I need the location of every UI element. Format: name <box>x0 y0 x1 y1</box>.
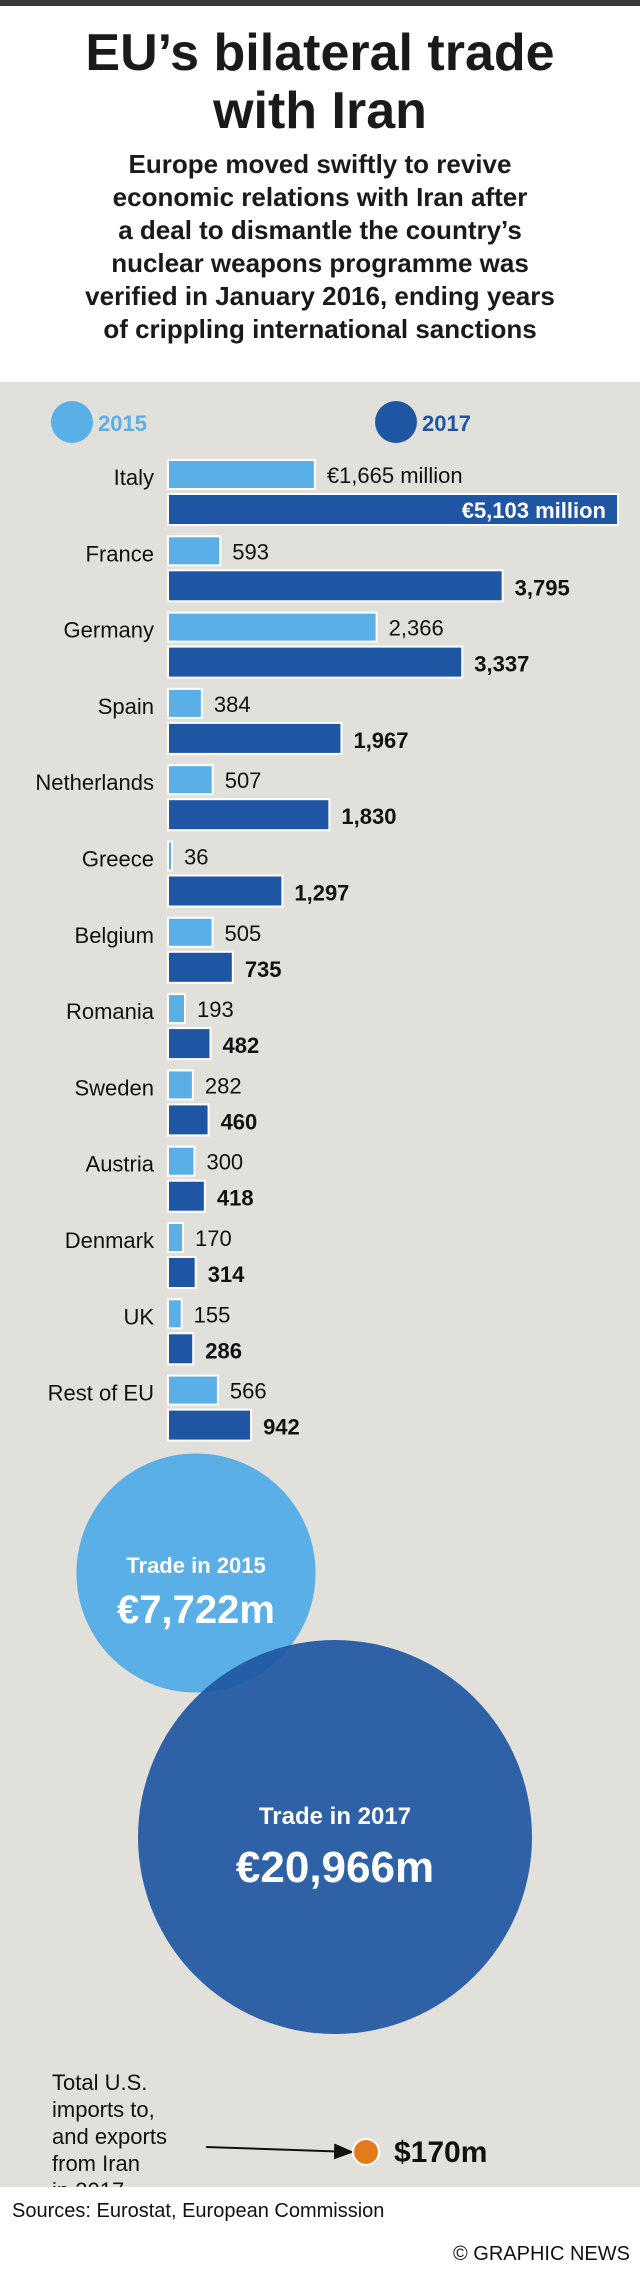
us-note-line: Total U.S. <box>52 2070 147 2095</box>
credit-note: © GRAPHIC NEWS <box>453 2243 630 2265</box>
bar-2015 <box>167 993 187 1025</box>
value-label-2017: 1,830 <box>341 804 396 829</box>
page-title: EU’s bilateral trade with Iran <box>0 24 640 140</box>
us-note-line: from Iran <box>52 2151 140 2176</box>
value-label-2015: 155 <box>194 1302 231 1327</box>
value-label-2017: 1,297 <box>294 881 349 906</box>
value-label-2015: 170 <box>195 1226 232 1251</box>
us-note-line: imports to, <box>52 2097 155 2122</box>
bar-2017 <box>167 721 343 755</box>
bar-2017 <box>167 1408 253 1442</box>
bar-2015 <box>167 687 203 719</box>
bar-2015 <box>167 1145 196 1177</box>
bar-2017 <box>167 645 464 679</box>
category-label: Germany <box>64 618 154 643</box>
top-rule <box>0 0 640 6</box>
bar-2015 <box>167 840 173 872</box>
subtitle-line-4: nuclear weapons programme was <box>111 248 529 278</box>
bar-2017 <box>167 798 331 832</box>
value-label-2017: 942 <box>263 1415 300 1440</box>
category-label: Romania <box>66 999 155 1024</box>
value-label-2017: 3,337 <box>474 652 529 677</box>
bar-2015 <box>167 611 378 643</box>
legend-2015-label: 2015 <box>98 411 147 436</box>
subtitle-line-6: of crippling international sanctions <box>103 314 537 344</box>
category-label: Spain <box>98 694 154 719</box>
bar-2015 <box>167 764 214 796</box>
bubble-2017-label: Trade in 2017 <box>259 1803 411 1830</box>
bar-2015 <box>167 535 222 567</box>
us-note-line: and exports <box>52 2124 167 2149</box>
value-label-2017: 735 <box>245 957 282 982</box>
legend-2017-label: 2017 <box>422 411 471 436</box>
category-label: Netherlands <box>35 770 154 795</box>
subtitle-line-1: Europe moved swiftly to revive <box>128 149 512 179</box>
bar-2015 <box>167 1374 219 1406</box>
bubble-2017 <box>138 1640 532 2034</box>
value-label-2015: 384 <box>214 692 251 717</box>
bar-2017 <box>167 569 504 603</box>
bar-2017 <box>167 874 284 908</box>
bar-2017 <box>167 1103 210 1137</box>
bubble-2015-value: €7,722m <box>117 1588 275 1632</box>
value-label-2015: 2,366 <box>389 616 444 641</box>
value-label-2015: 300 <box>206 1150 243 1175</box>
us-note-arrow <box>205 2143 354 2160</box>
value-label-2017: 482 <box>223 1033 260 1058</box>
value-label-2015: 507 <box>225 768 262 793</box>
subtitle-line-3: a deal to dismantle the country’s <box>118 215 522 245</box>
bubble-2017-value: €20,966m <box>236 1843 434 1892</box>
value-label-2015: €1,665 million <box>327 463 463 488</box>
us-value-dot <box>352 2138 380 2166</box>
bubble-2015 <box>76 1453 316 1693</box>
trade-chart: 2015 2017 Italy €1,665 million €5,103 millio… <box>35 401 619 2187</box>
title-line-2: with Iran <box>213 82 427 140</box>
category-label: Belgium <box>75 923 154 948</box>
bar-2017 <box>167 950 234 984</box>
bar-2017 <box>167 1256 197 1289</box>
legend-2017-swatch <box>375 401 417 443</box>
bar-2015 <box>167 459 316 490</box>
value-label-2017: 286 <box>205 1338 242 1363</box>
category-label: France <box>86 541 154 566</box>
category-label: Greece <box>82 847 154 872</box>
value-label-2017: €5,103 million <box>462 498 606 523</box>
value-label-2015: 282 <box>205 1073 242 1098</box>
us-note-line: in 2017 <box>52 2178 124 2187</box>
value-label-2017: 314 <box>208 1262 245 1287</box>
category-label: Rest of EU <box>48 1381 154 1406</box>
bar-2017 <box>167 1332 195 1366</box>
sources-note: Sources: Eurostat, European Commission <box>12 2200 385 2222</box>
legend-2015-swatch <box>51 401 93 443</box>
value-label-2015: 505 <box>225 921 262 946</box>
value-label-2017: 3,795 <box>515 575 570 600</box>
value-label-2015: 593 <box>232 539 269 564</box>
value-label-2015: 566 <box>230 1379 267 1404</box>
bar-2015 <box>167 916 214 948</box>
value-label-2015: 36 <box>184 845 208 870</box>
value-label-2017: 460 <box>221 1109 258 1134</box>
value-label-2017: 418 <box>217 1186 254 1211</box>
bubble-2015-label: Trade in 2015 <box>126 1553 265 1578</box>
bar-2017 <box>167 1179 206 1213</box>
bar-2015 <box>167 1298 183 1330</box>
category-label: Denmark <box>65 1228 155 1253</box>
title-line-1: EU’s bilateral trade <box>85 24 555 82</box>
bar-2017 <box>167 1027 212 1061</box>
subtitle: Europe moved swiftly to revive economic … <box>10 148 630 346</box>
value-label-2015: 193 <box>197 997 234 1022</box>
value-label-2017: 1,967 <box>353 728 408 753</box>
bar-2015 <box>167 1222 184 1253</box>
subtitle-line-2: economic relations with Iran after <box>112 182 528 212</box>
us-value-label: $170m <box>394 2136 487 2169</box>
subtitle-line-5: verified in January 2016, ending years <box>85 281 555 311</box>
category-label: Austria <box>86 1152 155 1177</box>
bar-2015 <box>167 1069 194 1101</box>
category-label: UK <box>123 1304 154 1329</box>
category-label: Sweden <box>74 1075 154 1100</box>
bar-2017 <box>167 493 619 526</box>
category-label: Italy <box>114 465 154 490</box>
